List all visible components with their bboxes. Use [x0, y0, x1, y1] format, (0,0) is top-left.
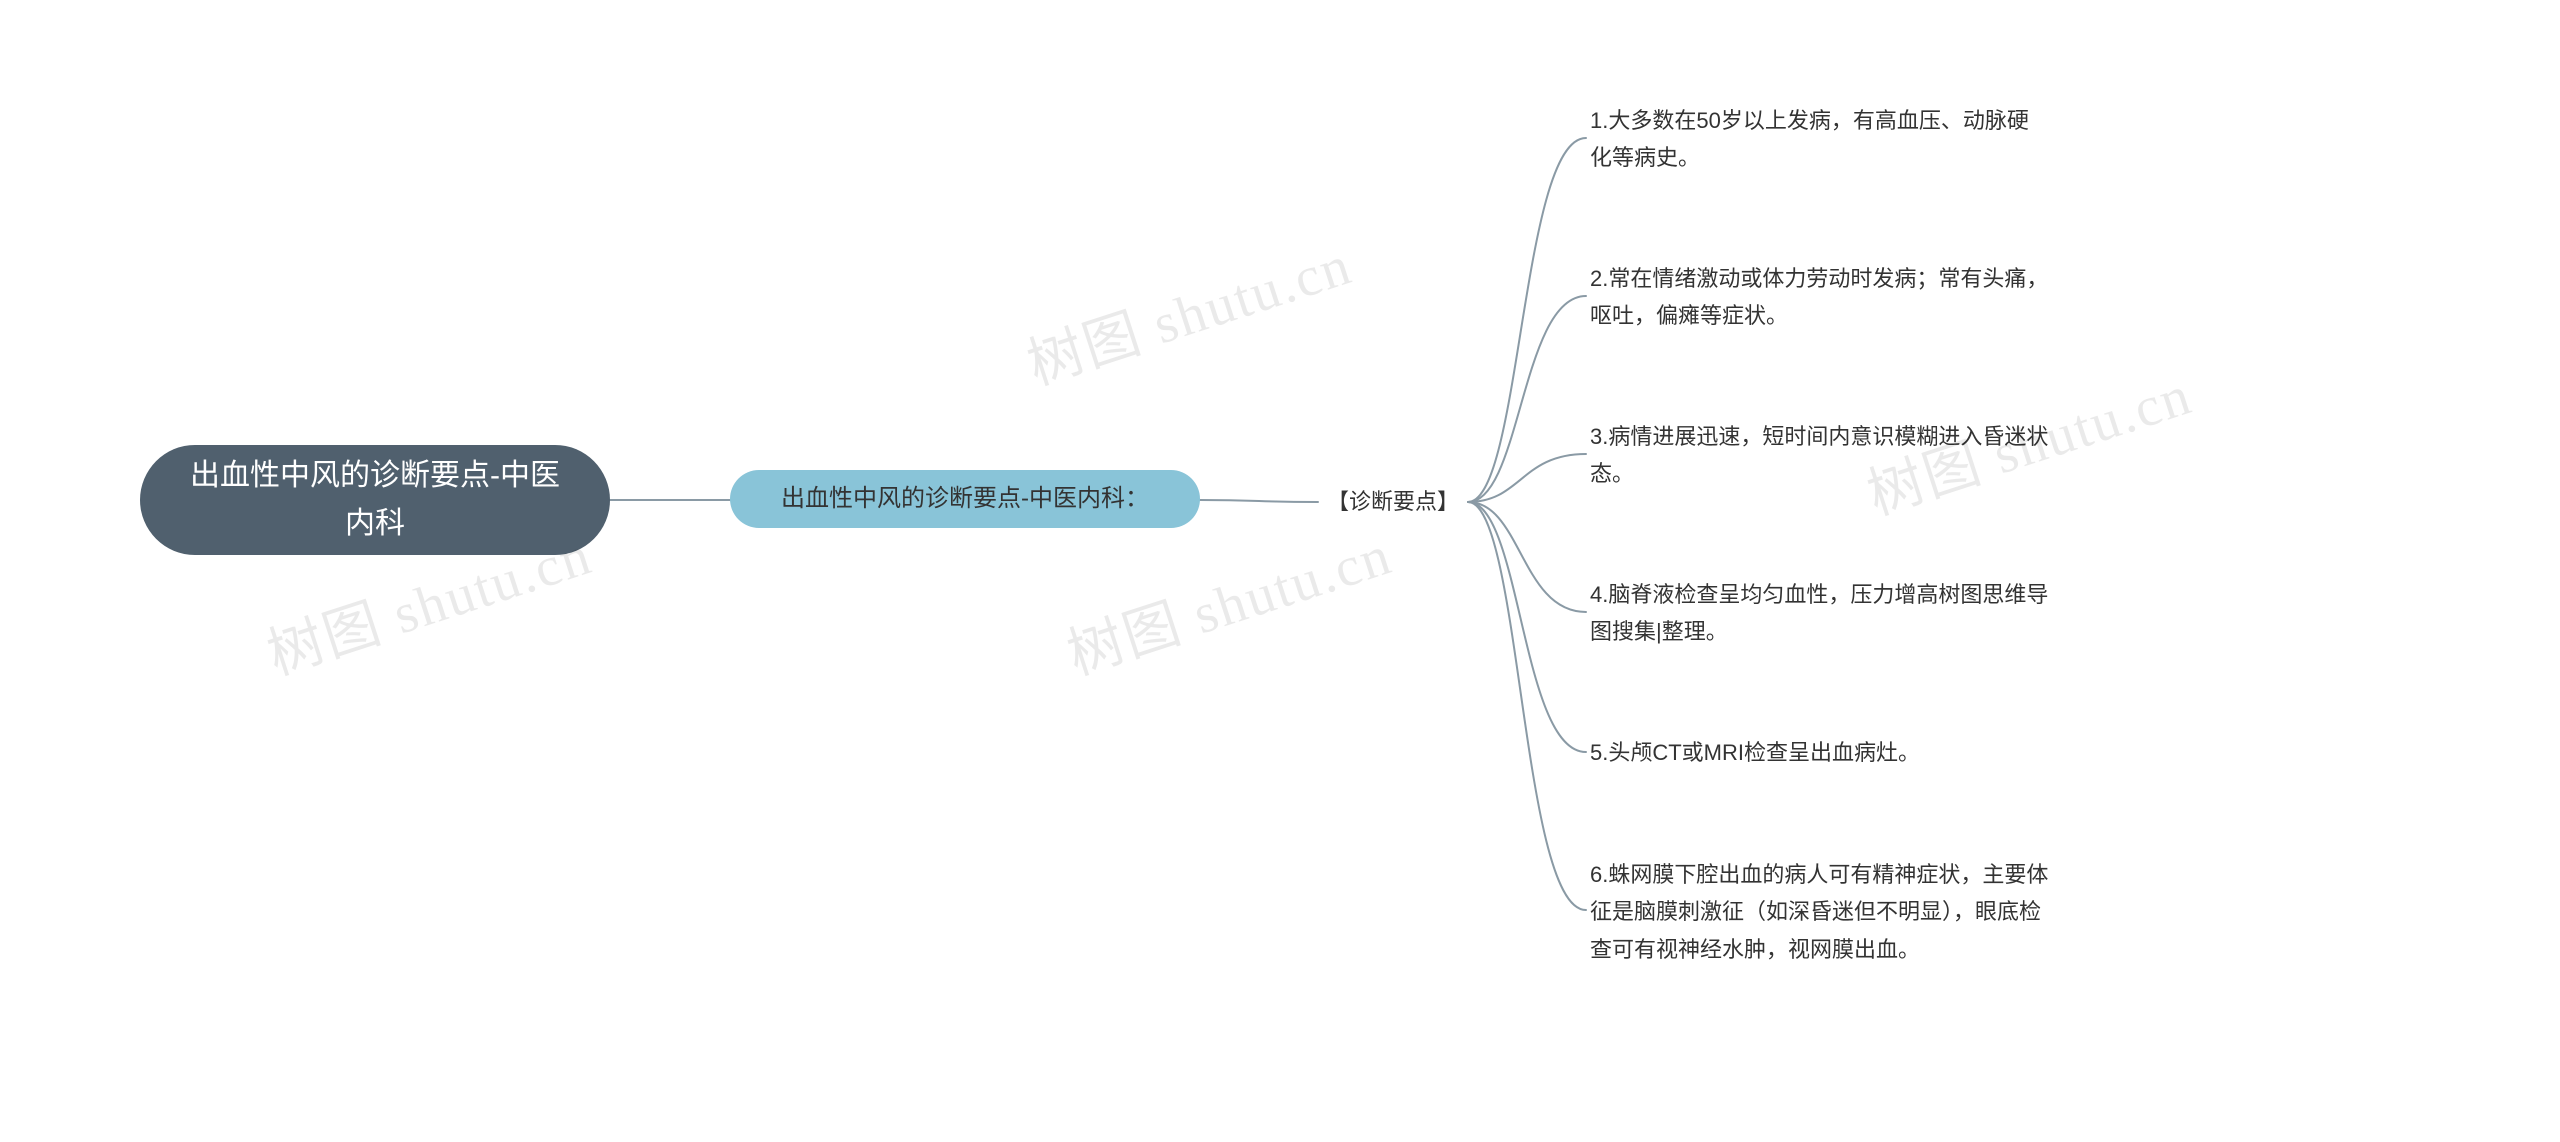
leaf-node: 4.脑脊液检查呈均匀血性，压力增高树图思维导图搜集|整理。: [1590, 576, 2050, 651]
level1-label: 出血性中风的诊断要点-中医内科：: [781, 480, 1149, 518]
connector-layer: [0, 0, 2560, 1142]
leaf-node: 5.头颅CT或MRI检查呈出血病灶。: [1590, 734, 2050, 771]
root-node: 出血性中风的诊断要点-中医内科: [140, 445, 610, 555]
level2-node: 【诊断要点】: [1318, 485, 1468, 519]
leaf-node: 2.常在情绪激动或体力劳动时发病；常有头痛，呕吐，偏瘫等症状。: [1590, 260, 2050, 335]
level2-label: 【诊断要点】: [1327, 484, 1459, 519]
leaf-node: 3.病情进展迅速，短时间内意识模糊进入昏迷状态。: [1590, 418, 2050, 493]
root-label: 出血性中风的诊断要点-中医内科: [180, 452, 570, 548]
leaf-node: 6.蛛网膜下腔出血的病人可有精神症状，主要体征是脑膜刺激征（如深昏迷但不明显），…: [1590, 856, 2050, 968]
leaf-node: 1.大多数在50岁以上发病，有高血压、动脉硬化等病史。: [1590, 102, 2050, 177]
watermark: 树图 shutu.cn: [1056, 510, 1401, 691]
watermark: 树图 shutu.cn: [1016, 220, 1361, 401]
level1-node: 出血性中风的诊断要点-中医内科：: [730, 470, 1200, 528]
